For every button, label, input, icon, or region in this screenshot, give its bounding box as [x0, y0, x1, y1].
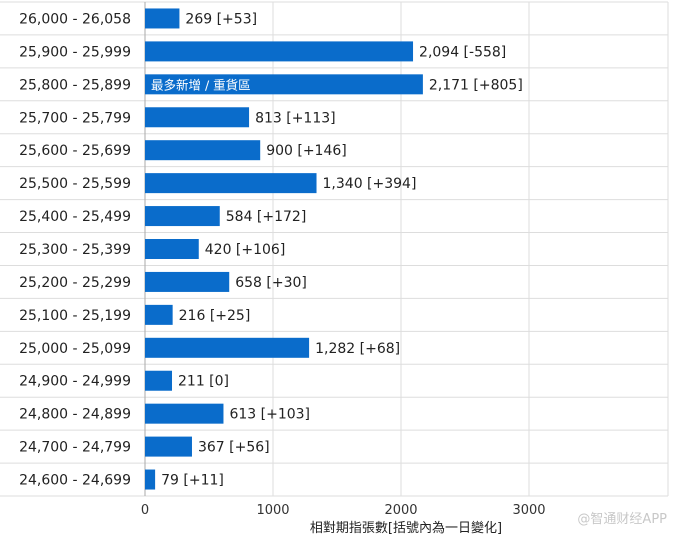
value-label: 269 [+53] [185, 11, 257, 27]
value-label: 79 [+11] [161, 473, 224, 489]
x-tick-label: 3000 [512, 503, 545, 518]
category-label: 24,900 - 24,999 [19, 374, 131, 390]
category-label: 25,100 - 25,199 [19, 308, 131, 324]
category-label: 24,600 - 24,699 [19, 473, 131, 489]
value-label: 900 [+146] [266, 143, 347, 159]
category-label: 25,300 - 25,399 [19, 242, 131, 258]
x-tick-label: 1000 [256, 503, 289, 518]
x-tick-label: 2000 [384, 503, 417, 518]
category-label: 25,500 - 25,599 [19, 176, 131, 192]
category-label: 25,000 - 25,099 [19, 341, 131, 357]
value-label: 211 [0] [178, 374, 229, 390]
category-label: 25,700 - 25,799 [19, 110, 131, 126]
bar-layer [145, 8, 423, 490]
value-label: 584 [+172] [226, 209, 307, 225]
grid-layer [0, 1, 669, 497]
value-label: 1,340 [+394] [323, 176, 417, 192]
value-label: 216 [+25] [179, 308, 251, 324]
category-label: 24,800 - 24,899 [19, 407, 131, 423]
category-label: 26,000 - 26,058 [19, 11, 131, 27]
category-label: 25,200 - 25,299 [19, 275, 131, 291]
bar [145, 239, 199, 259]
value-label: 367 [+56] [198, 440, 270, 456]
value-label: 658 [+30] [235, 275, 307, 291]
bar [145, 469, 156, 490]
category-label: 24,700 - 24,799 [19, 440, 131, 456]
bar [145, 8, 180, 29]
category-label: 25,400 - 25,499 [19, 209, 131, 225]
label-layer: 0 1000 2000 3000 26,000 - 26,058 269 [+53] 25,… [19, 11, 545, 518]
watermark: @智通财经APP [577, 512, 667, 527]
bar [145, 271, 230, 292]
value-label: 813 [+113] [255, 110, 336, 126]
value-label: 1,282 [+68] [315, 341, 400, 357]
bar [145, 74, 423, 95]
x-tick-label: 0 [141, 503, 149, 518]
bar [145, 140, 261, 161]
category-label: 25,600 - 25,699 [19, 143, 131, 159]
bar [145, 41, 414, 62]
bar [145, 173, 317, 194]
bar-annotation: 最多新增 / 重貨區 [151, 77, 251, 92]
value-label: 420 [+106] [205, 242, 286, 258]
category-label: 25,900 - 25,999 [19, 44, 131, 60]
bar [145, 107, 250, 128]
bar [145, 370, 173, 391]
value-label: 2,171 [+805] [429, 77, 523, 93]
value-label: 2,094 [-558] [419, 44, 506, 60]
category-label: 25,800 - 25,899 [19, 77, 131, 93]
bar [145, 403, 224, 424]
bar [145, 206, 220, 227]
value-label: 613 [+103] [229, 407, 310, 423]
x-axis-title: 相對期指張數[括號內為一日變化] [310, 520, 502, 536]
bar [145, 337, 310, 358]
bar [145, 436, 192, 457]
bar [145, 304, 173, 325]
